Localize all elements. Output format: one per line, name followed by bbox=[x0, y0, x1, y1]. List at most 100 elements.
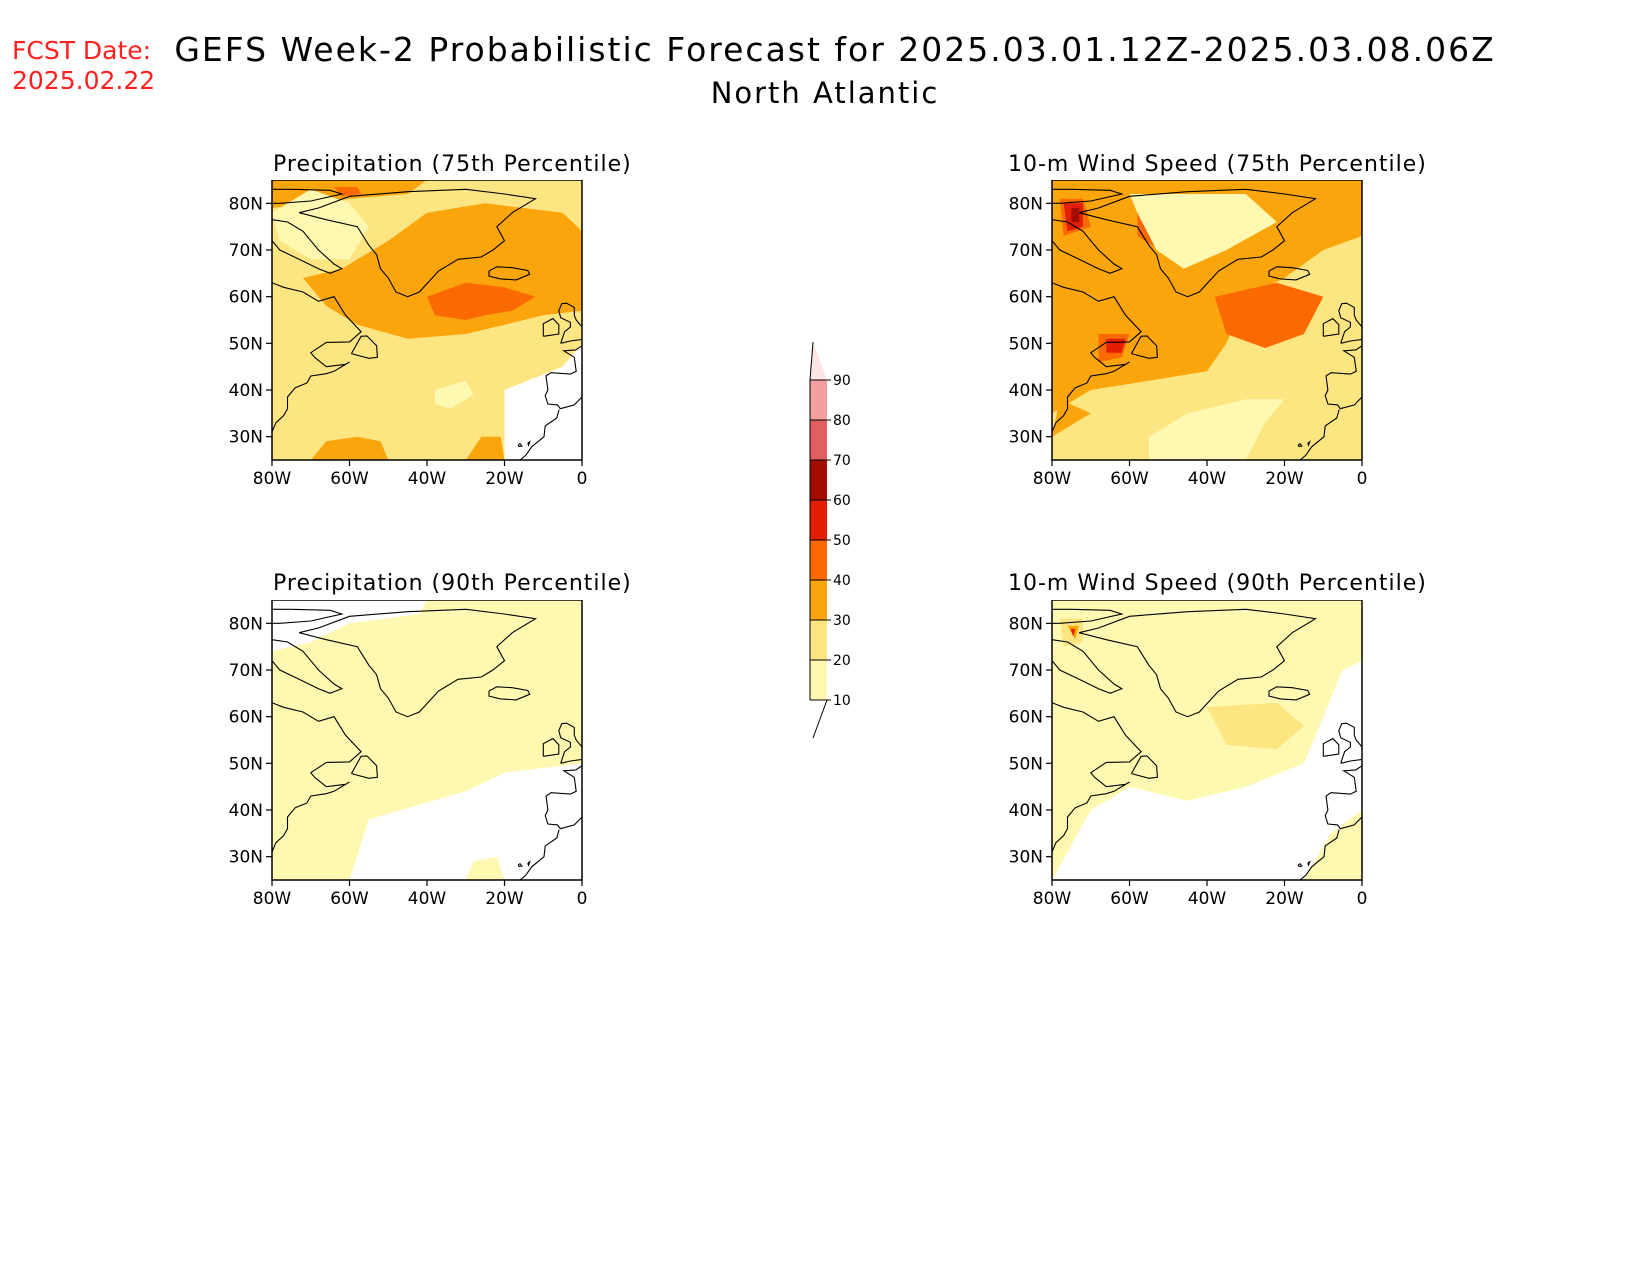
fcst-date-value: 2025.02.22 bbox=[12, 66, 156, 95]
coastline bbox=[272, 608, 344, 624]
coastline bbox=[1338, 302, 1362, 344]
colorbar-segment-c60 bbox=[810, 460, 827, 500]
coastline bbox=[1307, 860, 1311, 867]
coastline bbox=[1324, 765, 1362, 830]
shaded-region-c30 bbox=[1052, 399, 1091, 437]
panel-title-precip90: Precipitation (90th Percentile) bbox=[273, 571, 632, 596]
colorbar-tick-label: 30 bbox=[833, 613, 851, 629]
coastline bbox=[544, 345, 582, 410]
colorbar-under-triangle bbox=[810, 699, 828, 739]
map-panel-wind90: 30N 40N 50N 60N 70N 80N 80W 60W 40W 20W 0 bbox=[1009, 600, 1368, 909]
shaded-region-c50 bbox=[1070, 628, 1076, 637]
colorbar-tick-label: 50 bbox=[833, 533, 851, 549]
colorbar-segment-c50 bbox=[810, 500, 827, 540]
shaded-region-c10 bbox=[272, 600, 582, 880]
lat-tick-label: 60N bbox=[229, 288, 263, 308]
map-plot-area bbox=[272, 600, 582, 880]
lon-tick-label: 40W bbox=[1188, 889, 1227, 909]
coastline bbox=[1078, 188, 1318, 298]
coastline bbox=[1338, 722, 1362, 764]
coastline bbox=[519, 409, 560, 460]
lon-tick-label: 80W bbox=[1033, 469, 1072, 489]
lon-tick-label: 60W bbox=[330, 469, 369, 489]
lat-tick-label: 60N bbox=[229, 708, 263, 728]
lon-tick-label: 40W bbox=[408, 889, 447, 909]
map-panel-precip90: 30N 40N 50N 60N 70N 80N 80W 60W 40W 20W 0 bbox=[229, 600, 588, 909]
colorbar-segment-c80 bbox=[810, 380, 827, 420]
lat-tick-label: 40N bbox=[229, 381, 263, 401]
coastline bbox=[1299, 829, 1340, 880]
coastline bbox=[1052, 282, 1142, 358]
coastline bbox=[272, 282, 362, 358]
colorbar-segment-c10 bbox=[810, 660, 827, 700]
colorbar-segment-c20 bbox=[810, 620, 827, 660]
coastline bbox=[350, 755, 378, 779]
lon-tick-label: 60W bbox=[1110, 889, 1149, 909]
colorbar-over-triangle bbox=[810, 342, 827, 380]
lat-tick-label: 40N bbox=[1009, 381, 1043, 401]
panel-title-wind75: 10-m Wind Speed (75th Percentile) bbox=[1008, 152, 1427, 177]
lat-tick-label: 60N bbox=[1009, 708, 1043, 728]
shaded-region-c40 bbox=[1214, 282, 1324, 348]
coastline bbox=[1324, 345, 1362, 410]
lon-tick-label: 20W bbox=[485, 889, 524, 909]
coastline bbox=[1297, 862, 1303, 868]
coastline bbox=[1052, 639, 1124, 694]
color-legend: 10 20 30 40 50 60 70 80 90 bbox=[809, 341, 851, 739]
fcst-date-label: FCST Date: bbox=[12, 36, 152, 65]
lon-tick-label: 60W bbox=[330, 889, 369, 909]
coastline bbox=[272, 356, 350, 433]
lon-tick-label: 0 bbox=[577, 469, 588, 489]
coastline bbox=[298, 608, 538, 718]
coastline bbox=[1052, 188, 1124, 204]
lat-tick-label: 70N bbox=[229, 661, 263, 681]
lat-tick-label: 70N bbox=[1009, 241, 1043, 261]
colorbar-tick-label: 20 bbox=[833, 653, 851, 669]
shaded-region-c10 bbox=[434, 380, 474, 409]
coastline bbox=[1052, 702, 1142, 778]
coastline bbox=[544, 765, 582, 830]
shaded-region-c60 bbox=[1071, 208, 1080, 222]
coastline bbox=[1268, 266, 1311, 281]
lat-tick-label: 40N bbox=[229, 801, 263, 821]
panel-title-precip75: Precipitation (75th Percentile) bbox=[273, 152, 632, 177]
coastline bbox=[558, 722, 582, 764]
lat-tick-label: 80N bbox=[1009, 194, 1043, 214]
coastline bbox=[272, 188, 344, 204]
lat-tick-label: 50N bbox=[229, 334, 263, 354]
lon-tick-label: 20W bbox=[1265, 889, 1304, 909]
lat-tick-label: 30N bbox=[1009, 848, 1043, 868]
coastline bbox=[1322, 737, 1340, 757]
coastline bbox=[1130, 335, 1158, 359]
shaded-region-c30 bbox=[310, 436, 389, 460]
coastline bbox=[517, 442, 523, 448]
coastline bbox=[1322, 317, 1340, 337]
lat-tick-label: 80N bbox=[229, 194, 263, 214]
colorbar-edge bbox=[809, 341, 814, 381]
map-plot-area bbox=[272, 180, 582, 460]
shaded-region-c30 bbox=[465, 436, 505, 460]
lat-tick-label: 30N bbox=[229, 428, 263, 448]
coastline bbox=[1052, 356, 1130, 433]
coastline bbox=[1052, 776, 1130, 853]
coastline bbox=[1299, 409, 1340, 460]
shaded-region-c10 bbox=[1148, 399, 1285, 460]
coastline bbox=[542, 737, 560, 757]
colorbar-tick-label: 40 bbox=[833, 573, 851, 589]
shaded-region-c10 bbox=[465, 856, 505, 880]
lat-tick-label: 70N bbox=[229, 241, 263, 261]
lon-tick-label: 0 bbox=[1357, 889, 1368, 909]
lat-tick-label: 80N bbox=[1009, 614, 1043, 634]
lon-tick-label: 0 bbox=[577, 889, 588, 909]
colorbar-tick-label: 90 bbox=[833, 373, 851, 389]
coastline bbox=[272, 776, 350, 853]
coastline bbox=[1052, 608, 1124, 624]
lon-tick-label: 40W bbox=[1188, 469, 1227, 489]
coastline bbox=[1052, 219, 1124, 274]
lat-tick-label: 30N bbox=[229, 848, 263, 868]
lat-tick-label: 60N bbox=[1009, 288, 1043, 308]
coastline bbox=[272, 702, 362, 778]
coastline bbox=[527, 440, 531, 447]
lat-tick-label: 70N bbox=[1009, 661, 1043, 681]
coastline bbox=[350, 335, 378, 359]
